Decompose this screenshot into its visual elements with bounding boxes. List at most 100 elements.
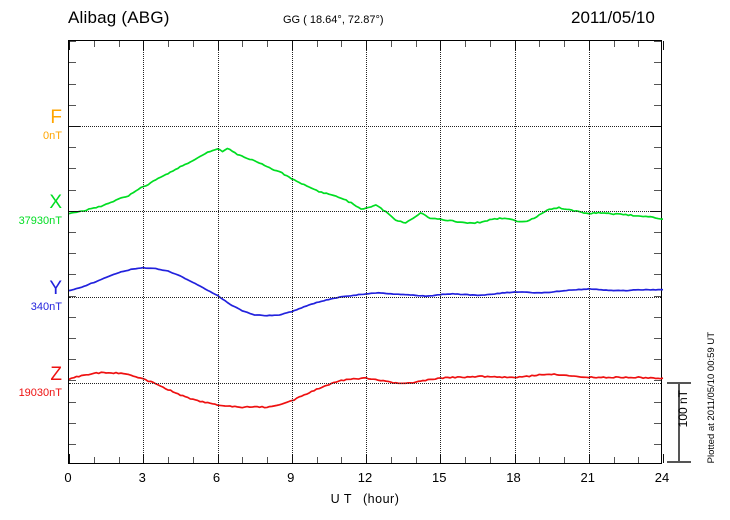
gridline-vertical [143, 41, 145, 463]
axis-tick [654, 338, 661, 339]
axis-tick [341, 457, 343, 463]
axis-tick [564, 457, 565, 463]
x-axis-title: U T (hour) [0, 492, 730, 506]
axis-tick [440, 41, 442, 50]
axis-tick [242, 41, 244, 47]
axis-tick [613, 457, 615, 463]
axis-tick [217, 41, 219, 50]
axis-tick [267, 457, 268, 463]
x-tick-label: 12 [357, 470, 373, 485]
gridline-vertical [291, 41, 293, 463]
axis-tick [654, 62, 661, 64]
axis-tick [69, 41, 70, 50]
axis-tick [69, 401, 76, 403]
axis-tick [69, 359, 76, 361]
axis-tick [654, 380, 661, 382]
station-title: Alibag (ABG) [68, 8, 170, 27]
axis-tick [69, 295, 76, 297]
axis-tick [69, 41, 76, 43]
axis-tick [514, 41, 516, 50]
gridline-vertical [588, 41, 590, 463]
x-tick-label: 3 [138, 470, 146, 485]
axis-tick [654, 316, 661, 318]
axis-tick [654, 274, 661, 276]
baseline-x [69, 211, 661, 212]
axis-tick [69, 83, 76, 85]
axis-tick [69, 253, 76, 255]
plotted-timestamp: Plotted at 2011/05/10 00:59 UT [706, 332, 717, 464]
axis-tick [69, 147, 76, 149]
axis-tick [654, 401, 661, 403]
axis-tick [654, 168, 661, 170]
axis-tick [69, 454, 70, 463]
x-axis-title-b: (hour) [363, 492, 400, 506]
component-label-z: Z 19030nT [0, 365, 62, 399]
component-label-y: Y 340nT [2, 279, 62, 313]
x-tick-label: 15 [432, 470, 447, 485]
component-label-x: X 37930nT [0, 193, 62, 227]
observation-date: 2011/05/10 [571, 8, 655, 27]
axis-tick [93, 457, 95, 463]
axis-tick [415, 457, 417, 463]
axis-tick [654, 253, 661, 255]
axis-tick [514, 454, 516, 463]
axis-tick [440, 454, 442, 463]
component-symbol: Y [49, 278, 62, 299]
axis-tick [654, 104, 661, 106]
component-symbol: F [50, 107, 62, 128]
x-tick-label: 21 [580, 470, 595, 485]
axis-tick [69, 126, 80, 127]
axis-tick [192, 457, 194, 463]
axis-tick [143, 454, 145, 463]
axis-tick [390, 41, 392, 47]
axis-tick [654, 147, 661, 149]
axis-tick [69, 189, 76, 191]
axis-tick [638, 41, 640, 47]
axis-tick [69, 62, 76, 64]
axis-tick [654, 295, 661, 297]
component-baseline-value: 340nT [30, 301, 62, 313]
component-baseline-value: 37930nT [18, 215, 62, 227]
axis-tick [638, 457, 640, 463]
axis-tick [654, 359, 661, 361]
axis-tick [415, 41, 417, 47]
axis-tick [168, 457, 169, 463]
axis-tick [316, 457, 318, 463]
axis-tick [69, 210, 80, 212]
axis-tick [489, 457, 491, 463]
x-tick-label: 6 [212, 470, 221, 485]
axis-tick [654, 444, 661, 445]
axis-tick [663, 454, 664, 463]
axis-tick [267, 41, 268, 47]
axis-tick [654, 232, 661, 233]
gridline-vertical [366, 41, 367, 463]
x-tick-label: 24 [654, 470, 670, 485]
x-tick-label: 9 [287, 470, 295, 485]
component-symbol: Z [50, 364, 62, 385]
axis-tick [118, 457, 120, 463]
axis-tick [341, 41, 343, 47]
baseline-z [69, 383, 661, 384]
axis-tick [291, 454, 293, 463]
x-tick-label: 0 [64, 470, 72, 485]
axis-tick [143, 41, 145, 50]
component-symbol: X [49, 192, 62, 213]
axis-tick [316, 41, 318, 47]
component-baseline-value: 19030nT [18, 387, 62, 399]
plot-frame [68, 40, 664, 464]
axis-tick [650, 126, 661, 127]
axis-tick [465, 457, 466, 463]
geographic-coordinates: GG ( 18.64°, 72.87°) [283, 14, 384, 26]
axis-tick [564, 41, 565, 47]
axis-tick [654, 189, 661, 191]
gridline-vertical [217, 41, 219, 463]
axis-tick [539, 457, 541, 463]
axis-tick [118, 41, 120, 47]
baseline-f [69, 126, 661, 127]
gridline-vertical [440, 41, 442, 463]
axis-tick [650, 210, 661, 212]
axis-tick [489, 41, 491, 47]
axis-tick [663, 41, 664, 50]
axis-tick [242, 457, 244, 463]
